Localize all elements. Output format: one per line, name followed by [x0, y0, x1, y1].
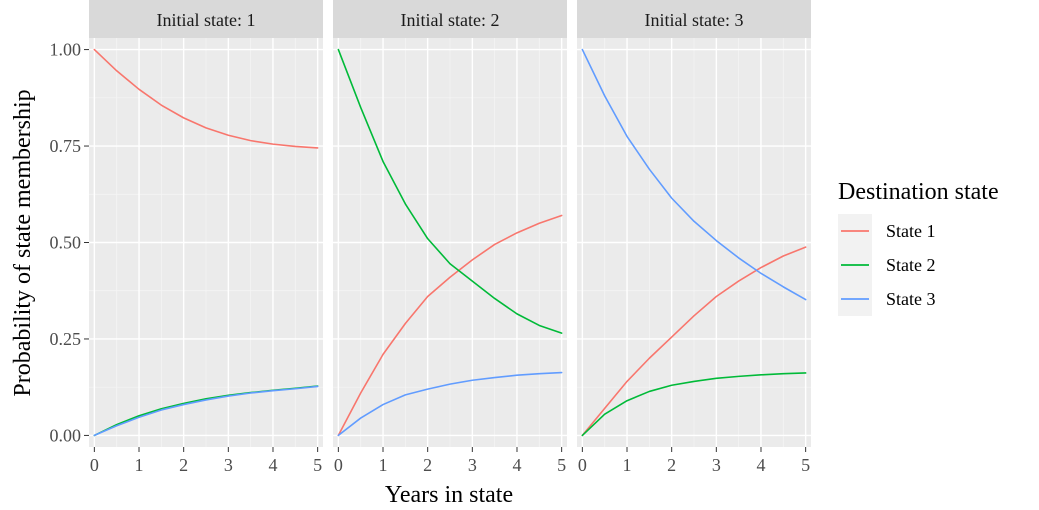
series-line-state-3	[581, 48, 807, 301]
series-line-state-1	[337, 214, 563, 437]
y-axis: 0.00 0.25 0.50 0.75 1.00	[50, 40, 89, 445]
facet-strip	[333, 0, 567, 38]
facet-strip-label: Initial state: 2	[401, 10, 500, 30]
series-line-state-2	[581, 372, 807, 437]
x-axis-title: Years in state	[385, 482, 513, 508]
x-tick-label: 0	[90, 455, 99, 475]
y-tick-label: 0.00	[50, 425, 82, 445]
x-tick-label: 4	[512, 455, 521, 475]
y-tick-label: 0.75	[50, 136, 82, 156]
x-tick-label: 5	[313, 455, 322, 475]
facet-panels: Initial state: 1 0 1 2 3 4 5 Initial state: 2 0 1…	[89, 0, 811, 475]
x-tick-label: 2	[423, 455, 432, 475]
x-tick-label: 2	[179, 455, 188, 475]
y-tick-label: 1.00	[50, 40, 82, 60]
facet-strip-label: Initial state: 1	[157, 10, 256, 30]
x-tick-label: 1	[135, 455, 144, 475]
facet-panel-2: Initial state: 2 0 1 2 3 4 5	[333, 0, 567, 475]
series-line-state-2	[337, 48, 563, 334]
facet-strip-label: Initial state: 3	[645, 10, 744, 30]
x-tick-label: 3	[712, 455, 721, 475]
y-tick-label: 0.25	[50, 329, 82, 349]
series-line-state-3	[93, 385, 319, 437]
series-line-state-3	[337, 371, 563, 437]
facet-panel-1: Initial state: 1 0 1 2 3 4 5	[89, 0, 323, 475]
x-tick-label: 5	[557, 455, 566, 475]
facet-strip	[577, 0, 811, 38]
y-tick-label: 0.50	[50, 233, 82, 253]
x-tick-label: 4	[756, 455, 765, 475]
legend-title: Destination state	[838, 179, 999, 205]
facet-strip	[89, 0, 323, 38]
legend-label: State 2	[886, 255, 936, 275]
series-line-state-1	[581, 246, 807, 437]
x-tick-label: 1	[379, 455, 388, 475]
legend-label: State 1	[886, 221, 936, 241]
x-tick-label: 1	[623, 455, 632, 475]
x-tick-label: 3	[224, 455, 233, 475]
x-tick-label: 0	[578, 455, 587, 475]
legend-label: State 3	[886, 289, 936, 309]
facet-panel-3: Initial state: 3 0 1 2 3 4 5	[577, 0, 811, 475]
x-tick-label: 0	[334, 455, 343, 475]
legend-keys: State 1 State 2 State 3	[838, 214, 936, 316]
series-line-state-1	[93, 48, 319, 149]
y-axis-title: Probability of state membership	[10, 89, 36, 396]
x-tick-label: 4	[268, 455, 277, 475]
legend: Destination state State 1 State 2 State 3	[838, 179, 999, 316]
x-tick-label: 3	[468, 455, 477, 475]
x-tick-label: 5	[801, 455, 810, 475]
x-tick-label: 2	[667, 455, 676, 475]
